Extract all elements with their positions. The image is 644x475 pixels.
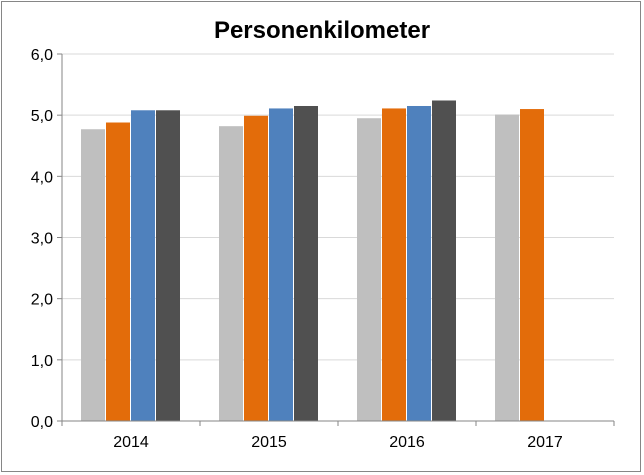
y-tick-label: 3,0 (31, 231, 53, 248)
x-tick-label: 2015 (251, 434, 287, 451)
bar (131, 110, 155, 422)
y-tick-labels: 0,0 1,0 2,0 3,0 4,0 5,0 6,0 (31, 47, 53, 431)
x-tick-label: 2016 (389, 434, 425, 451)
y-tick-label: 6,0 (31, 47, 53, 64)
bar (106, 122, 130, 422)
bar (382, 108, 406, 422)
y-tick-label: 1,0 (31, 353, 53, 370)
x-tick-label: 2014 (113, 434, 149, 451)
bar (156, 110, 180, 422)
bar (407, 105, 431, 421)
bar (244, 115, 268, 422)
bar (432, 100, 456, 421)
chart-title: Personenkilometer (214, 17, 430, 44)
x-tick-labels: 2014 2015 2016 2017 (113, 434, 563, 451)
bar (219, 126, 243, 421)
bar (294, 105, 318, 421)
y-tick-label: 4,0 (31, 169, 53, 186)
bar (357, 118, 381, 421)
bar (81, 129, 105, 422)
bar (520, 109, 544, 422)
y-tick-label: 5,0 (31, 108, 53, 125)
y-tick-label: 0,0 (31, 414, 53, 431)
axes (57, 53, 615, 426)
bar (495, 114, 519, 422)
x-tick-label: 2017 (527, 434, 563, 451)
y-tick-label: 2,0 (31, 292, 53, 309)
bars (81, 100, 544, 422)
bar (269, 108, 293, 422)
